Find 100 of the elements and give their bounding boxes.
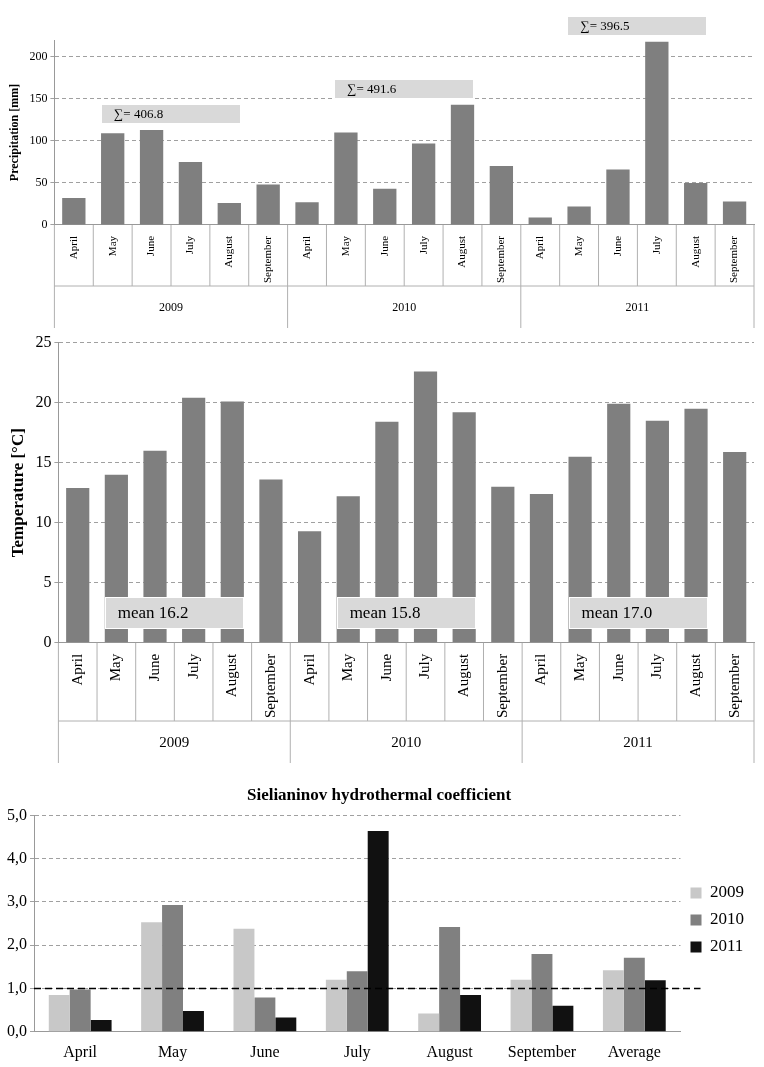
x-tick-label: May <box>339 653 356 682</box>
bar <box>217 203 241 225</box>
bar <box>645 41 669 225</box>
text: 2009 <box>159 300 183 315</box>
bar <box>62 198 86 225</box>
legend-label: 2009 <box>710 882 744 902</box>
y-tick-label: 0 <box>43 633 52 651</box>
y-tick-label: 4,0 <box>7 848 27 866</box>
x-tick-label: September <box>507 1042 577 1061</box>
x-tick-label: September <box>727 235 740 284</box>
bar <box>623 957 645 1032</box>
x-tick-label: August <box>686 653 703 698</box>
x-tick-label: July <box>416 235 429 255</box>
bar <box>528 217 552 225</box>
y-tick-label: 5 <box>43 573 52 591</box>
text: 2011 <box>625 300 650 315</box>
callout-box: mean 15.8 <box>336 596 476 629</box>
callout-box: ∑= 491.6 <box>334 78 475 99</box>
y-tick-label: 20 <box>35 392 52 410</box>
x-tick-label: April <box>66 235 79 260</box>
bar <box>183 1011 204 1032</box>
bar <box>295 202 319 225</box>
bar <box>531 953 553 1032</box>
bar <box>334 132 358 225</box>
x-tick-label: September <box>725 653 742 719</box>
bar <box>723 451 747 643</box>
text: 2009 <box>159 733 190 750</box>
x-tick-label: June <box>377 653 394 682</box>
y-tick-label: 10 <box>35 512 52 530</box>
callout-box: ∑= 406.8 <box>101 103 241 124</box>
x-tick-label: June <box>609 653 626 682</box>
x-tick-label: May <box>105 235 118 257</box>
bar <box>69 989 91 1032</box>
legend-label: 2010 <box>710 909 744 929</box>
bar <box>439 927 461 1032</box>
x-tick-label: July <box>649 235 662 255</box>
y-tick-label: 15 <box>35 452 52 470</box>
bar <box>101 133 125 225</box>
callout-box: mean 16.2 <box>104 596 244 629</box>
bar <box>489 166 514 225</box>
x-tick-label: April <box>532 653 549 686</box>
bar <box>418 1013 440 1032</box>
y-tick-label: 100 <box>29 133 48 148</box>
bar <box>90 1020 112 1032</box>
x-tick-label: August <box>426 1042 474 1061</box>
y-tick-label: 0,0 <box>7 1022 27 1039</box>
x-tick-label: August <box>455 653 472 698</box>
bar <box>684 182 708 225</box>
x-tick-label: July <box>343 1042 371 1061</box>
bar <box>529 493 554 643</box>
bar <box>644 980 666 1032</box>
text: 2010 <box>391 733 422 750</box>
bar <box>411 143 436 225</box>
bar <box>722 201 747 225</box>
callout-box: ∑= 396.5 <box>567 15 708 36</box>
bar <box>256 184 280 225</box>
bar <box>275 1017 297 1032</box>
y-axis-title: Temperature [°C] <box>7 428 27 558</box>
text: 2011 <box>623 733 653 750</box>
y-axis-title: Precipitation [mm] <box>7 83 22 182</box>
y-tick-label: 2,0 <box>7 935 27 953</box>
bar <box>346 971 368 1032</box>
legend-label: 2011 <box>710 936 744 956</box>
y-tick-label: 5,0 <box>7 805 27 823</box>
x-tick-label: April <box>63 1042 98 1061</box>
bar <box>367 830 389 1032</box>
chart-title: Sielianinov hydrothermal coefficient <box>246 784 512 804</box>
x-tick-label: July <box>416 653 433 679</box>
bar <box>606 169 630 225</box>
bar <box>491 486 515 643</box>
x-tick-label: September <box>261 653 278 719</box>
x-tick-label: April <box>533 235 546 260</box>
bar <box>460 995 482 1032</box>
bar <box>552 1005 574 1032</box>
x-tick-label: April <box>299 235 312 260</box>
x-tick-label: May <box>571 653 588 682</box>
x-tick-label: August <box>223 653 240 698</box>
bar <box>602 970 624 1032</box>
bar <box>510 979 532 1032</box>
bar <box>66 487 90 643</box>
x-tick-label: May <box>571 235 584 257</box>
x-tick-label: June <box>377 235 390 257</box>
bar <box>233 928 255 1032</box>
bar <box>254 997 276 1032</box>
x-tick-label: June <box>250 1042 280 1060</box>
x-tick-label: May <box>338 235 351 257</box>
y-tick-label: 25 <box>35 332 52 350</box>
y-tick-label: 200 <box>29 48 48 63</box>
bar <box>141 922 163 1032</box>
y-tick-label: 3,0 <box>7 892 27 910</box>
x-tick-label: Average <box>607 1042 661 1061</box>
y-tick-label: 50 <box>35 175 48 190</box>
bar <box>298 531 322 643</box>
x-tick-label: August <box>688 235 701 268</box>
x-tick-label: August <box>222 235 235 268</box>
x-tick-label: August <box>455 235 468 268</box>
bar <box>48 995 70 1032</box>
bar <box>139 129 164 225</box>
bar <box>450 104 475 225</box>
x-tick-label: May <box>157 1042 188 1061</box>
